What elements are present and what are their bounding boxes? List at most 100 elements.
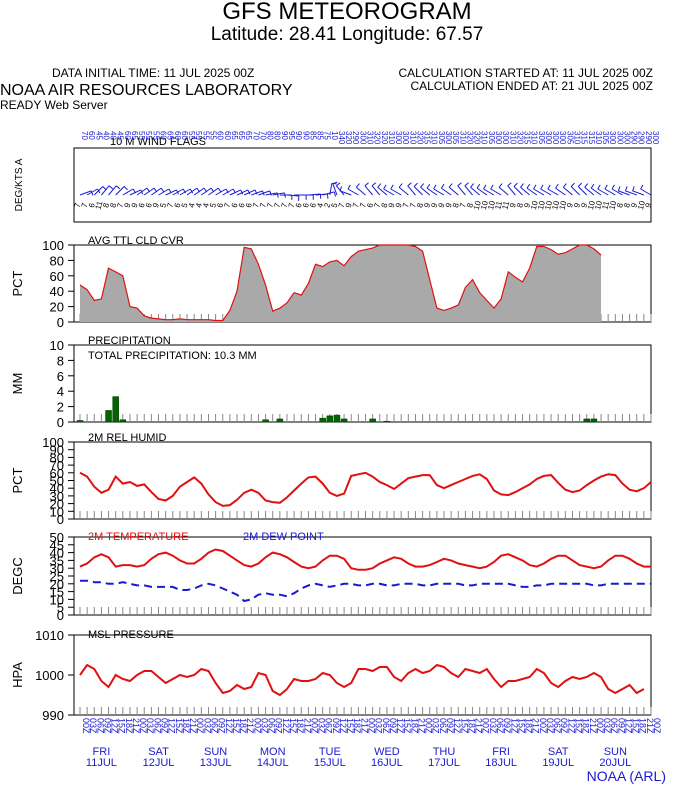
y-axis-label: PCT bbox=[10, 270, 25, 296]
wind-direction-label: 60 bbox=[173, 131, 182, 140]
y-axis-label: PCT bbox=[10, 467, 25, 493]
wind-barb bbox=[390, 188, 402, 196]
y-tick-label: 30 bbox=[50, 489, 64, 504]
wind-direction-label: 310 bbox=[508, 131, 517, 145]
wind-speed-label: 5 bbox=[208, 202, 218, 209]
hour-tick-label: 09Z bbox=[616, 718, 626, 734]
wind-direction-label: 40 bbox=[109, 131, 118, 140]
wind-barb bbox=[470, 186, 481, 196]
day-name-label: FRI bbox=[93, 746, 111, 758]
hour-tick-label: 03Z bbox=[545, 718, 555, 734]
panel-title: 2M REL HUMID bbox=[88, 432, 166, 444]
wind-barb-flag bbox=[464, 182, 469, 187]
wind-speed-label: 7 bbox=[73, 202, 83, 209]
wind-barb-flag bbox=[547, 184, 551, 190]
wind-barb bbox=[265, 192, 278, 196]
wind-direction-label: 55 bbox=[144, 131, 153, 140]
wind-speed-label: 9 bbox=[344, 202, 354, 209]
wind-direction-label: 300 bbox=[501, 131, 510, 145]
hour-tick-label: 09Z bbox=[559, 718, 569, 734]
wind-speed-label: 8 bbox=[380, 202, 390, 209]
wind-barb bbox=[329, 183, 333, 196]
hour-tick-label: 06Z bbox=[552, 718, 562, 734]
wind-barb bbox=[215, 188, 227, 196]
calculation-started: CALCULATION STARTED AT: 11 JUL 2025 00Z bbox=[398, 66, 653, 80]
panel-title: PRECIPITATION bbox=[88, 335, 171, 347]
wind-barb bbox=[433, 188, 445, 196]
wind-barb-flag bbox=[364, 182, 369, 187]
wind-direction-label: 310 bbox=[387, 131, 396, 145]
wind-barb-flag bbox=[355, 183, 360, 188]
wind-direction-label: 320 bbox=[465, 131, 474, 145]
precip-bar bbox=[119, 419, 127, 423]
day-date-label: 18JUL bbox=[485, 757, 517, 769]
wind-speed-label: 7 bbox=[372, 202, 382, 209]
wind-speed-label: 7 bbox=[223, 202, 233, 209]
wind-direction-label: 315 bbox=[580, 131, 589, 145]
wind-speed-label: 9 bbox=[130, 202, 140, 209]
wind-barb bbox=[590, 187, 602, 196]
wind-speed-label: 10 bbox=[557, 199, 568, 210]
wind-barb bbox=[526, 187, 538, 196]
wind-barb bbox=[115, 186, 125, 196]
wind-barb bbox=[632, 190, 645, 196]
y-tick-label: 90 bbox=[50, 443, 64, 458]
wind-barb bbox=[618, 190, 630, 196]
day-date-label: 12JUL bbox=[143, 757, 175, 769]
hour-tick-label: 21Z bbox=[131, 718, 141, 734]
hour-tick-label: 09Z bbox=[102, 718, 112, 734]
wind-barb-flag bbox=[336, 182, 341, 187]
wind-speed-label: 10 bbox=[529, 199, 540, 210]
y-tick-label: 1010 bbox=[35, 628, 64, 643]
wind-barb bbox=[143, 187, 155, 196]
hour-tick-label: 00Z bbox=[481, 718, 491, 734]
panel-title-temperature: 2M TEMPERATURE bbox=[88, 531, 188, 543]
wind-barb bbox=[308, 193, 321, 196]
y-tick-label: 0 bbox=[57, 315, 64, 330]
day-name-label: TUE bbox=[319, 746, 341, 758]
y-tick-label: 10 bbox=[50, 338, 64, 353]
hour-tick-label: 06Z bbox=[324, 718, 334, 734]
wind-direction-label: 320 bbox=[344, 131, 353, 145]
wind-direction-label: 310 bbox=[594, 131, 603, 145]
wind-direction-label: 80 bbox=[273, 131, 282, 140]
wind-barb bbox=[322, 191, 335, 196]
wind-barb bbox=[507, 185, 516, 196]
precip-bar bbox=[590, 418, 598, 423]
panel-title-dewpoint: 2M DEW POINT bbox=[243, 531, 324, 543]
hour-tick-label: 18Z bbox=[581, 718, 591, 734]
wind-barb-flag bbox=[398, 183, 403, 188]
day-date-label: 19JUL bbox=[542, 757, 574, 769]
hour-tick-label: 15Z bbox=[345, 718, 355, 734]
wind-speed-label: 4 bbox=[201, 202, 211, 209]
y-tick-label: 8 bbox=[57, 353, 64, 368]
wind-direction-label: 60 bbox=[159, 131, 168, 140]
wind-barb-flag bbox=[333, 191, 336, 197]
wind-barb-flag bbox=[377, 183, 382, 188]
panel-frame-4 bbox=[73, 536, 652, 616]
precip-bar bbox=[369, 418, 376, 423]
wind-direction-label: 65 bbox=[166, 131, 175, 140]
hour-tick-label: 03Z bbox=[431, 718, 441, 734]
wind-direction-label: 70 bbox=[258, 131, 267, 140]
wind-speed-label: 9 bbox=[151, 202, 161, 209]
wind-direction-label: 70 bbox=[80, 131, 89, 140]
wind-speed-label: 7 bbox=[165, 202, 175, 209]
wind-direction-label: 320 bbox=[373, 131, 382, 145]
wind-speed-label: 10 bbox=[486, 199, 497, 210]
wind-barb-flag bbox=[339, 186, 343, 192]
wind-barb-flag bbox=[483, 184, 487, 190]
hour-tick-label: 00Z bbox=[595, 718, 605, 734]
wind-speed-label: 8 bbox=[465, 202, 475, 209]
wind-direction-label: 300 bbox=[444, 131, 453, 145]
hour-tick-label: 15Z bbox=[516, 718, 526, 734]
wind-direction-label: 310 bbox=[458, 131, 467, 145]
wind-barb bbox=[377, 186, 388, 196]
hour-tick-label: 12Z bbox=[395, 718, 405, 734]
wind-direction-label: 75 bbox=[323, 131, 332, 140]
hour-tick-label: 18Z bbox=[295, 718, 305, 734]
wind-barb bbox=[236, 189, 249, 196]
wind-direction-label: 320 bbox=[515, 131, 524, 145]
wind-barb bbox=[272, 192, 285, 196]
y-tick-label: 40 bbox=[50, 481, 64, 496]
